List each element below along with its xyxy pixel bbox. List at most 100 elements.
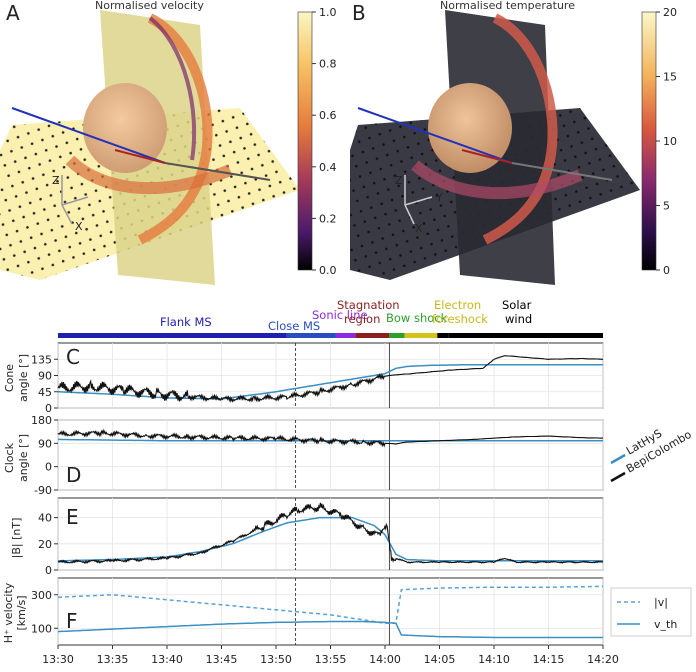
- panel-b-magnetosheath-lower: [411, 160, 583, 200]
- colorbar-b-ticks: 20 15 10 5 0: [656, 6, 677, 277]
- series-line-F-vth: [57, 620, 603, 639]
- region-bar-segment: [448, 333, 603, 338]
- panel-a-magnetosheath-upper: [137, 13, 213, 245]
- colorbar-tick: 0.8: [319, 58, 337, 71]
- panel-b-planet: [428, 83, 512, 173]
- region-flank-ms: Flank MS: [160, 315, 212, 329]
- axis-z-b: Z: [395, 174, 403, 187]
- ytick-label-C: 45: [38, 386, 52, 399]
- panel-a-traj-grey: [164, 162, 271, 181]
- ylabel-f-2: [km/s]: [15, 595, 28, 630]
- plot-D: -90 0 90 180: [31, 414, 604, 497]
- panel-letter-c: C: [66, 345, 80, 369]
- region-labels: Flank MS Close MS Sonic line Stagnation …: [160, 298, 532, 333]
- xtick-label: 13:40: [151, 653, 183, 666]
- panel-letter-d: D: [66, 463, 81, 487]
- region-sonic-line: Sonic line: [312, 308, 368, 322]
- ytick-label-D: 90: [38, 437, 52, 450]
- region-electron-2: foreshock: [432, 312, 488, 326]
- ytick-label-E: 0: [45, 564, 52, 577]
- legend-lathys-swatch: [610, 453, 626, 465]
- colorbar-tick: 0: [663, 264, 670, 277]
- region-bar-segment: [437, 333, 449, 338]
- colorbar-tick: 1.0: [319, 6, 337, 19]
- axis-y-b: Y: [435, 191, 443, 204]
- legend-f-box: [610, 587, 692, 637]
- colorbar-tick: 5: [663, 200, 670, 213]
- region-bow-shock: Bow shock: [386, 311, 448, 325]
- xtick-label: 14:15: [533, 653, 565, 666]
- region-electron-1: Electron: [434, 298, 481, 312]
- legend-bepi-swatch: [610, 471, 626, 483]
- region-solar-1: Solar: [502, 298, 532, 312]
- panel-b-trajectory: [357, 107, 513, 164]
- ytick-label-D: 180: [31, 414, 52, 427]
- ytick-label-C: 0: [45, 402, 52, 415]
- panel-a-traj-red: [114, 149, 166, 164]
- plot-E: 0 20 40: [38, 497, 604, 577]
- xtick-label: 13:45: [206, 653, 238, 666]
- region-bar-segment: [58, 333, 287, 338]
- legend-f: |v| v_th: [610, 587, 692, 637]
- colorbar-tick: 0.2: [319, 212, 337, 225]
- panel-b-title: Normalised temperature: [440, 0, 575, 12]
- ylabel-d-2: angle [°]: [17, 434, 30, 482]
- series-line-F-v: [57, 585, 603, 624]
- axis-x-a: X: [75, 220, 83, 233]
- panel-a-trajectory: [11, 107, 166, 164]
- series-line-C-lathys: [57, 363, 603, 400]
- region-stagnation-1: Stagnation: [337, 298, 400, 312]
- legend-vth-label: v_th: [654, 618, 677, 631]
- ytick-label-C: 135: [31, 353, 52, 366]
- xtick-label: 14:10: [478, 653, 510, 666]
- series-line-D-bepicolombo: [57, 428, 603, 448]
- ylabel-c-1: Cone: [3, 364, 16, 392]
- panel-letter-f: F: [66, 609, 78, 633]
- xtick-label: 13:30: [42, 653, 74, 666]
- panel-a-magnetosheath-lower: [65, 155, 233, 195]
- panel-b: B Normalised temperature Z Y X 20 15 10 5 0: [350, 0, 677, 285]
- legend-models: LatHyS BepiColombo: [610, 427, 694, 483]
- colorbar-a-ticks: 1.0 0.8 0.6 0.4 0.2 0.0: [312, 6, 337, 277]
- ytick-label-D: 0: [45, 461, 52, 474]
- ytick-label-E: 40: [38, 512, 52, 525]
- panel-a-title: Normalised velocity: [95, 0, 204, 12]
- panel-b-traj-red: [461, 149, 513, 164]
- panel-letter-b: B: [352, 1, 366, 25]
- panel-letter-e: E: [66, 505, 79, 529]
- region-solar-2: wind: [505, 312, 532, 326]
- series-line-E-bepicolombo: [57, 502, 604, 565]
- ylabel-d-1: Clock: [3, 442, 16, 473]
- region-bar-segment: [335, 333, 356, 338]
- xtick-label: 14:05: [424, 653, 456, 666]
- x-axis-ticks: 13:30 13:35 13:40 13:45 13:50 13:55 14:00 14:05…: [42, 645, 619, 666]
- region-close-ms: Close MS: [268, 319, 320, 333]
- xtick-label: 14:00: [369, 653, 401, 666]
- region-stagnation-2: region: [344, 312, 380, 326]
- panel-b-traj-grey: [511, 162, 613, 181]
- colorbar-tick: 20: [663, 6, 677, 19]
- y-labels: Cone angle [°] Clock angle [°] |B| [nT] …: [2, 354, 30, 643]
- xtick-label: 13:50: [260, 653, 292, 666]
- panel-a-axes-3d: [61, 175, 89, 225]
- ylabel-e: |B| [nT]: [10, 518, 23, 559]
- colorbar-tick: 0.4: [319, 161, 337, 174]
- panel-a: A Normalised velocity Z X 1.0 0.8 0.6 0.4 0.…: [0, 0, 337, 285]
- panel-b-axes-3d: [404, 175, 433, 225]
- panel-a-planet: [83, 83, 167, 173]
- region-bar-segment: [404, 333, 438, 338]
- xtick-label: 13:35: [97, 653, 129, 666]
- legend-v-label: |v|: [654, 596, 668, 609]
- xtick-label: 14:20: [587, 653, 619, 666]
- plot-F: 100 300: [31, 577, 604, 646]
- panel-a-boundary: [148, 16, 197, 161]
- region-bar-segment: [286, 333, 336, 338]
- colorbar-tick: 0.0: [319, 264, 337, 277]
- ytick-label-F: 300: [31, 589, 52, 602]
- region-bar-segment: [389, 333, 405, 338]
- series-line-C-bepicolombo: [57, 355, 604, 404]
- panel-b-magnetosheath-upper: [482, 13, 558, 245]
- axis-x-b: X: [415, 222, 423, 235]
